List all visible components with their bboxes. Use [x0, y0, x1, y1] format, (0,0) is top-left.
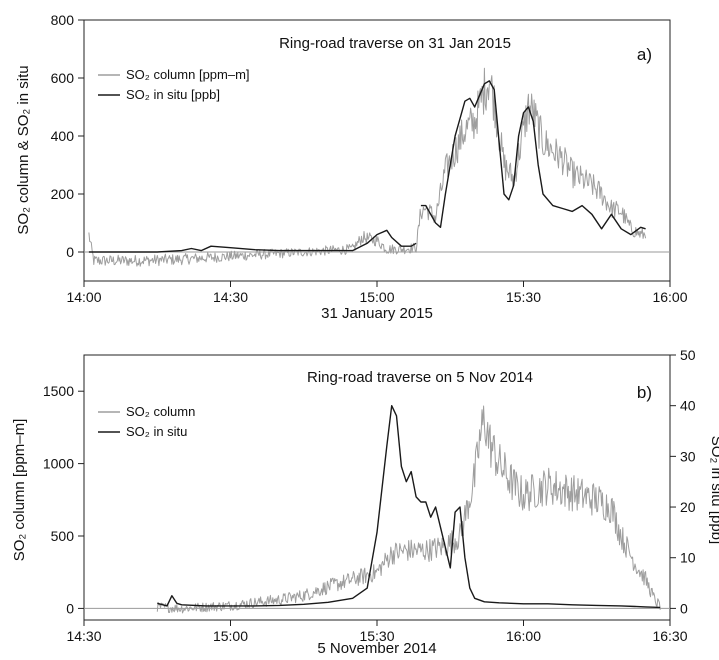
x-tick-label: 16:00: [506, 628, 541, 644]
x-tick-label: 14:00: [66, 289, 101, 305]
y-tick-label: 600: [51, 70, 75, 86]
series-line-b-1-0: [157, 405, 661, 609]
y2-tick-label: 40: [680, 398, 696, 414]
y-axis-label-a: SO₂ column & SO₂ in situ: [15, 65, 32, 234]
y-tick-label: 800: [51, 12, 75, 28]
series-line-a-1-1: [420, 80, 646, 236]
legend-entry: SO₂ in situ [ppb]: [126, 87, 220, 102]
chart-title-a: Ring-road traverse on 31 Jan 2015: [279, 35, 511, 52]
chart-title-b: Ring-road traverse on 5 Nov 2014: [307, 369, 533, 386]
y2-axis-label-b: SO₂ in situ [ppb]: [708, 436, 719, 544]
y2-tick-label: 0: [680, 600, 688, 616]
y-axis-label-b: SO₂ column [ppm–m]: [11, 419, 28, 562]
series-line-b-0-0: [156, 405, 661, 614]
x-tick-label: 15:00: [359, 289, 394, 305]
y-tick-label: 1000: [43, 456, 74, 472]
y-tick-label: 200: [51, 186, 75, 202]
series-line-a-0-0: [88, 67, 647, 267]
x-tick-label: 14:30: [66, 628, 101, 644]
x-tick-label: 15:30: [506, 289, 541, 305]
x-tick-label: 15:00: [213, 628, 248, 644]
legend-entry: SO₂ column: [126, 404, 195, 419]
legend-entry: SO₂ in situ: [126, 424, 187, 439]
y2-tick-label: 30: [680, 448, 696, 464]
chart-layer-a: 14:00 14:30 15:00 15:30 16:00 0 200 400 600 800 SO…: [51, 12, 688, 305]
y-tick-label: 0: [66, 600, 74, 616]
y2-tick-label: 50: [680, 347, 696, 363]
x-tick-label: 16:00: [652, 289, 687, 305]
chart-panel-b: Ring-road traverse on 5 Nov 2014 b) 5 No…: [11, 354, 719, 657]
y2-tick-label: 20: [680, 499, 696, 515]
legend-entry: SO₂ column [ppm–m]: [126, 67, 250, 82]
y-tick-label: 400: [51, 128, 75, 144]
y-tick-label: 500: [51, 528, 75, 544]
y-tick-label: 0: [66, 244, 74, 260]
x-tick-label: 16:30: [652, 628, 687, 644]
series-line-a-1-0: [88, 229, 417, 253]
y-tick-label: 1500: [43, 383, 74, 399]
x-axis-label-a: 31 January 2015: [321, 305, 433, 322]
y2-tick-label: 10: [680, 550, 696, 566]
x-tick-label: 15:30: [359, 628, 394, 644]
x-tick-label: 14:30: [213, 289, 248, 305]
panel-label-a: a): [637, 45, 652, 64]
chart-layer-b: 14:30 15:00 15:30 16:00 16:30 0 500 1000 1500 0 10…: [43, 347, 696, 644]
x-axis-label-b: 5 November 2014: [317, 640, 436, 657]
panel-label-b: b): [637, 383, 652, 402]
chart-panel-a: Ring-road traverse on 31 Jan 2015 a) 31 …: [15, 19, 671, 322]
